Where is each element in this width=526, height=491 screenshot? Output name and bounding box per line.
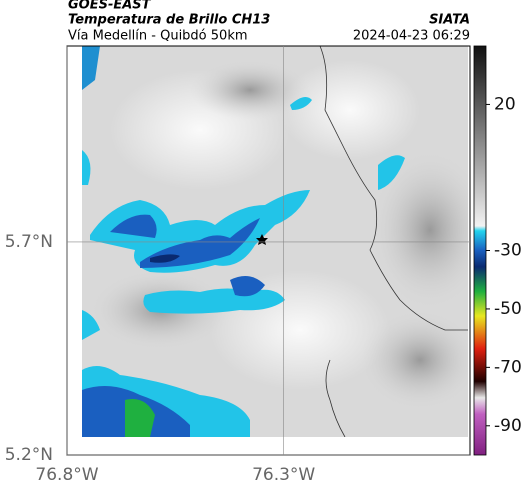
region: Vía Medellín - Quibdó 50km: [68, 29, 248, 44]
x-tick-label: 76.8°W: [35, 465, 98, 485]
colorbar-tick-label: -50: [494, 299, 522, 319]
colorbar-tick-label: -70: [494, 357, 522, 377]
colorbar: [473, 45, 487, 456]
colorbar-tick-label: -90: [494, 416, 522, 436]
satellite-image: [82, 46, 468, 437]
subtitle: Temperatura de Brillo CH13: [68, 13, 270, 28]
y-tick-label: 5.2°N: [5, 445, 53, 465]
title: GOES-EAST: [68, 0, 152, 13]
colorbar-tick-label: -30: [494, 241, 522, 261]
y-tick-label: 5.7°N: [5, 232, 53, 252]
source: SIATA: [429, 13, 470, 28]
x-tick-label: 76.3°W: [252, 465, 315, 485]
timestamp: 2024-04-23 06:29: [353, 29, 470, 44]
colorbar-tick-label: 20: [494, 94, 516, 114]
